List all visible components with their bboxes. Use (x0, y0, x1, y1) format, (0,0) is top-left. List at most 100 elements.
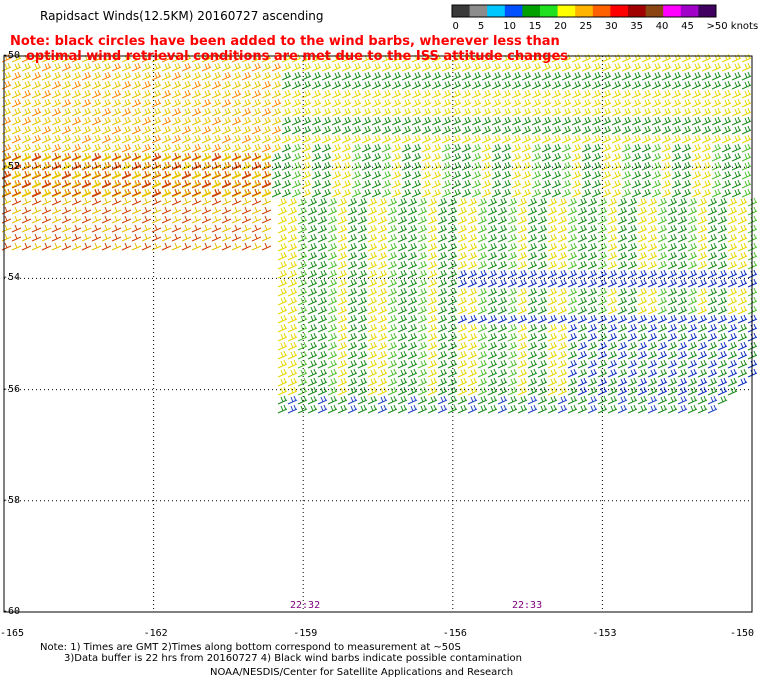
wind-barb (101, 134, 112, 144)
wind-barb (587, 395, 598, 405)
wind-barb (71, 80, 82, 90)
wind-barb (497, 242, 508, 252)
wind-barb (357, 197, 368, 207)
wind-barb (727, 197, 738, 207)
wind-barb (657, 305, 668, 315)
wind-barb (241, 143, 252, 153)
wind-barb (627, 278, 638, 288)
wind-barb (297, 287, 308, 297)
wind-barb (477, 269, 488, 279)
wind-barb (501, 125, 512, 135)
wind-barb (581, 125, 592, 135)
wind-barb (711, 134, 722, 144)
wind-barb (191, 62, 202, 72)
wind-barb (377, 404, 388, 414)
wind-barb (11, 224, 22, 233)
wind-barb (541, 134, 552, 144)
wind-barb (277, 404, 288, 414)
wind-barb (737, 224, 748, 234)
wind-barb (541, 80, 552, 90)
wind-barb (517, 296, 528, 306)
wind-barb (171, 143, 182, 153)
colorbar-swatch (452, 5, 471, 17)
wind-barb (461, 125, 472, 135)
wind-barb (671, 62, 682, 72)
wind-barb (547, 233, 558, 243)
wind-barb (497, 350, 508, 360)
wind-barb (251, 71, 262, 81)
wind-barb (591, 80, 602, 90)
wind-barb (221, 134, 232, 144)
wind-barb (571, 62, 582, 72)
wind-barb (307, 377, 318, 387)
wind-barb (371, 179, 382, 189)
wind-barb (337, 341, 348, 351)
wind-barb (697, 287, 708, 297)
wind-barb (427, 404, 438, 414)
wind-barb (277, 287, 288, 297)
wind-barb (347, 224, 358, 234)
wind-barb (717, 224, 728, 234)
wind-barb (507, 206, 518, 216)
wind-barb (697, 323, 708, 333)
wind-barb (361, 98, 372, 108)
wind-barb (737, 323, 748, 333)
wind-barb (677, 323, 688, 333)
wind-barb (441, 80, 452, 90)
wind-barb (707, 323, 718, 333)
wind-barb (51, 206, 62, 215)
wind-barb (401, 143, 412, 153)
wind-barb (607, 341, 618, 351)
wind-barb (81, 71, 92, 81)
wind-barb (417, 395, 428, 405)
wind-barb (577, 332, 588, 342)
wind-barb (327, 350, 338, 360)
wind-barb (457, 404, 468, 414)
wind-barb (691, 134, 702, 144)
wind-barb (477, 404, 488, 414)
wind-barb (647, 323, 658, 333)
wind-barb (261, 170, 272, 179)
wind-barb (531, 152, 542, 162)
wind-barb (721, 107, 732, 117)
wind-barb (427, 224, 438, 234)
wind-barb (657, 242, 668, 252)
wind-barb (447, 332, 458, 342)
wind-barb (327, 395, 338, 405)
wind-barb (617, 215, 628, 225)
wind-barb (561, 143, 572, 153)
wind-barb (487, 233, 498, 243)
wind-barb (511, 62, 522, 72)
wind-barb (371, 107, 382, 117)
wind-barb (51, 188, 62, 197)
wind-barb (91, 242, 102, 251)
wind-barb (11, 107, 22, 117)
wind-barb (41, 242, 52, 251)
wind-barb (531, 188, 542, 198)
wind-barb (371, 116, 382, 126)
wind-barb (567, 350, 578, 360)
wind-barb (431, 125, 442, 135)
wind-barb (581, 134, 592, 144)
wind-barb (371, 188, 382, 198)
wind-barb (201, 170, 212, 179)
wind-barb (741, 134, 752, 144)
latitude-label: -50 (2, 50, 21, 61)
wind-barb (467, 197, 478, 207)
wind-barb (387, 305, 398, 315)
wind-barb (377, 305, 388, 315)
wind-barb (201, 125, 212, 135)
wind-barb (691, 71, 702, 81)
wind-barb (567, 341, 578, 351)
wind-barb (277, 233, 288, 243)
wind-barb (651, 188, 662, 198)
wind-barb (611, 116, 622, 126)
wind-barb (491, 80, 502, 90)
wind-barb (711, 71, 722, 81)
wind-barb (131, 224, 142, 233)
wind-barb (111, 71, 122, 81)
wind-barb (697, 341, 708, 351)
wind-barb (511, 116, 522, 126)
wind-barb (531, 116, 542, 126)
wind-barb (457, 233, 468, 243)
